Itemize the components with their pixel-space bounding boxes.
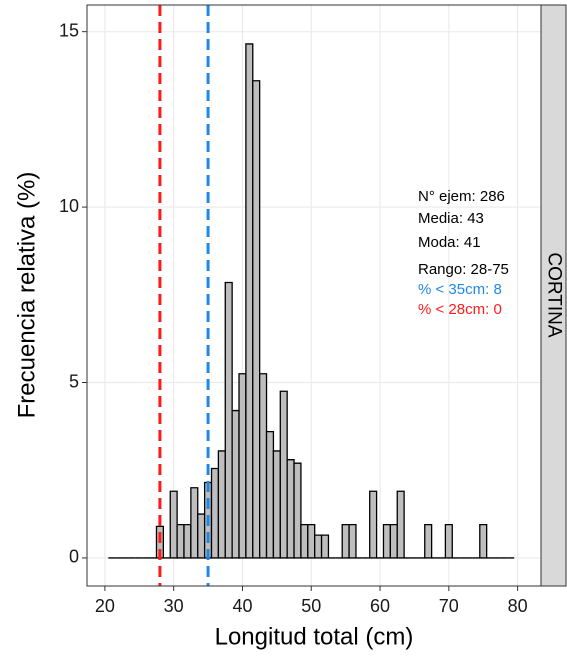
bar (231, 409, 240, 559)
bar (210, 467, 220, 559)
x-tick-label: 60 (370, 596, 390, 616)
x-tick-label: 70 (439, 596, 459, 616)
x-tick-label: 40 (232, 596, 252, 616)
annotation: Moda: 41 (418, 234, 481, 251)
bar (169, 490, 178, 559)
bar (293, 462, 302, 559)
bar (224, 281, 233, 559)
x-tick-label: 20 (95, 596, 115, 616)
x-axis-title: Longitud total (cm) (215, 623, 414, 650)
bar (252, 80, 261, 559)
x-tick-label: 30 (164, 596, 184, 616)
bar (389, 523, 398, 559)
annotation: N° ejem: 286 (418, 188, 505, 205)
bar (265, 430, 275, 559)
bar (183, 523, 192, 559)
bar (320, 534, 330, 559)
facet-strip (540, 4, 567, 587)
bar (286, 459, 295, 559)
y-axis-title: Frecuencia relativa (%) (13, 172, 40, 419)
facet-label: CORTINA (543, 252, 564, 337)
bar (197, 513, 206, 559)
bar (217, 450, 226, 559)
y-tick-label: 15 (59, 20, 79, 40)
bar (190, 487, 199, 559)
bar (314, 534, 323, 559)
bar (348, 523, 357, 559)
bar (238, 373, 247, 559)
bar (382, 523, 392, 559)
bar (424, 523, 433, 559)
bar (341, 523, 350, 559)
bar (300, 523, 309, 559)
x-tick-label: 80 (508, 596, 528, 616)
x-tick-label: 50 (301, 596, 321, 616)
bar (259, 373, 268, 559)
annotation: % < 35cm: 8 (418, 281, 502, 298)
bar (245, 43, 254, 559)
bar (479, 523, 488, 559)
y-tick-label: 0 (69, 547, 79, 567)
bar (279, 390, 288, 559)
annotation: % < 28cm: 0 (418, 301, 502, 318)
bar (369, 490, 378, 559)
y-tick-label: 5 (69, 371, 79, 391)
y-tick-label: 10 (59, 196, 79, 216)
panel-border (86, 4, 542, 587)
bar (307, 523, 316, 559)
annotation: Media: 43 (418, 210, 484, 227)
bar (272, 450, 281, 559)
annotation: Rango: 28-75 (418, 261, 509, 278)
bar (444, 523, 453, 559)
bar (176, 523, 185, 559)
bar (396, 490, 405, 559)
panel (87, 5, 541, 586)
